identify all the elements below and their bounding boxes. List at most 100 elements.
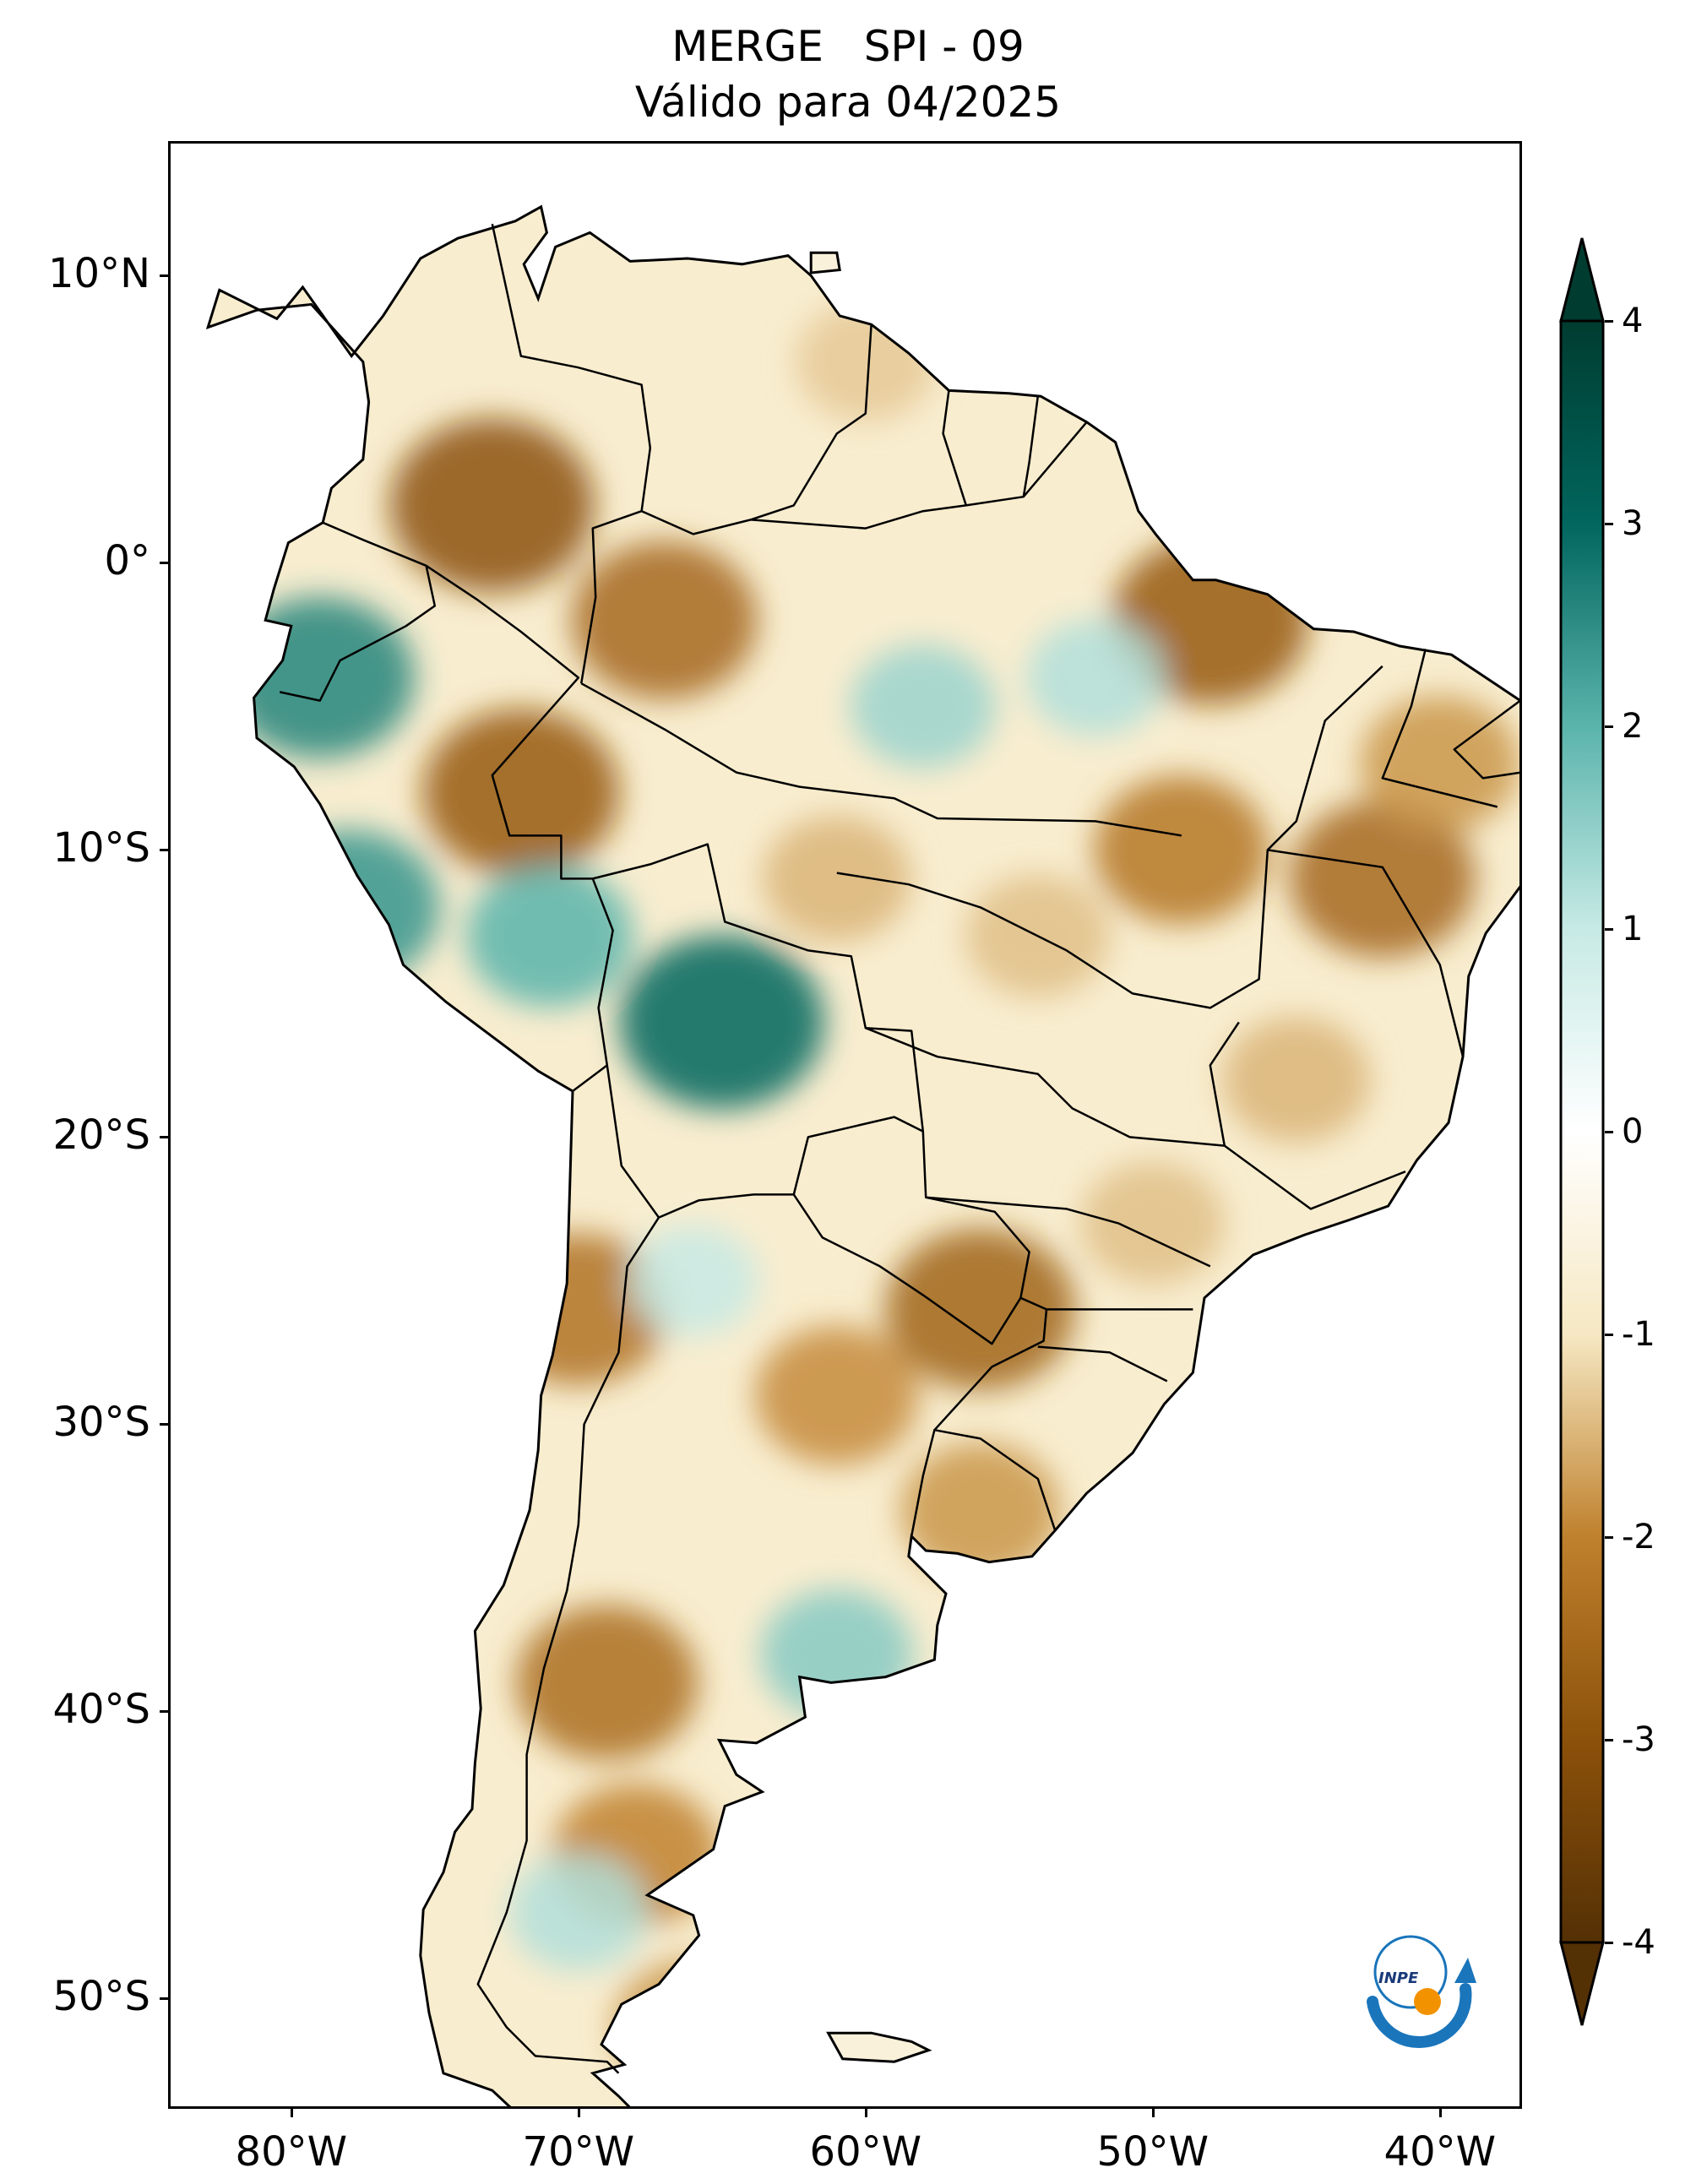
spi-anomaly-patch	[760, 1589, 913, 1719]
latitude-tick-label: 40°S	[52, 1686, 150, 1734]
spi-anomaly-patch	[1221, 1016, 1371, 1144]
latitude-tick	[160, 562, 168, 565]
colorbar-tick-label: 4	[1622, 302, 1644, 340]
country-borders	[279, 223, 1519, 2074]
latitude-tick	[160, 849, 168, 852]
colorbar-tick-label: -1	[1622, 1315, 1655, 1354]
colorbar-tick	[1605, 523, 1613, 525]
inpe-logo-arc	[1367, 1983, 1472, 2048]
longitude-tick	[290, 2109, 293, 2117]
country-border	[491, 223, 652, 684]
spi-anomaly-patch	[1360, 695, 1519, 832]
colorbar-tick-label: 0	[1622, 1112, 1644, 1151]
spi-anomaly-patch	[225, 597, 415, 758]
spi-anomaly-patch	[571, 541, 758, 699]
colorbar-tick	[1605, 928, 1613, 931]
spi-anomaly-patch	[465, 865, 633, 1008]
spi-anomaly-patch	[628, 1225, 758, 1336]
south-america-land	[205, 204, 1519, 2106]
spi-anomaly-patch	[389, 418, 595, 593]
latitude-tick	[160, 274, 168, 278]
inpe-logo-ring	[1373, 1935, 1448, 2009]
latitude-tick-label: 30°S	[52, 1399, 150, 1447]
country-border	[580, 682, 1182, 837]
colorbar-tick	[1605, 1334, 1613, 1336]
spi-anomaly-patch	[1094, 775, 1269, 925]
country-border	[910, 1428, 1057, 1537]
colorbar-tick	[1605, 1942, 1613, 1944]
colorbar-tick-label: -3	[1622, 1720, 1655, 1759]
colorbar-body	[1559, 319, 1605, 1944]
spi-anomaly-patch	[1026, 619, 1165, 736]
latitude-tick	[160, 1997, 168, 2001]
island	[826, 2031, 932, 2063]
latitude-tick-label: 20°S	[52, 1111, 150, 1160]
map-canvas: INPE	[205, 204, 1519, 2106]
country-border	[836, 665, 1383, 1009]
spi-anomaly-patch	[516, 1605, 699, 1761]
country-border	[1209, 1021, 1240, 1146]
colorbar-tick-label: 3	[1622, 504, 1644, 543]
latitude-tick	[160, 1136, 168, 1139]
latitude-tick-label: 10°N	[48, 250, 150, 298]
latitude-tick	[160, 1423, 168, 1426]
country-border	[942, 390, 967, 506]
colorbar-tick	[1605, 1739, 1613, 1741]
spi-anomaly-patch	[1080, 1161, 1226, 1285]
country-border	[750, 421, 1088, 530]
country-border	[933, 1296, 1048, 1432]
colorbar-tick	[1605, 725, 1613, 728]
spi-colorbar	[1559, 237, 1605, 2026]
longitude-tick-label: 60°W	[809, 2128, 922, 2176]
inpe-logo-dot	[1414, 1988, 1441, 2015]
longitude-tick-label: 40°W	[1383, 2128, 1497, 2176]
country-border	[1022, 396, 1040, 497]
country-border	[425, 564, 614, 1092]
longitude-tick-label: 80°W	[235, 2128, 348, 2176]
country-border	[926, 1196, 1211, 1268]
colorbar-tick	[1605, 1131, 1613, 1133]
latitude-tick-label: 10°S	[52, 824, 150, 872]
country-border	[865, 1027, 1406, 1210]
coastline	[205, 204, 1519, 2106]
inpe-logo: INPE	[1367, 1935, 1476, 2048]
map-title: MERGE SPI - 09	[671, 22, 1025, 71]
spi-anomaly-patch	[900, 1442, 1061, 1578]
spi-anomaly-patch	[509, 1854, 648, 1971]
spi-anomaly-patch	[258, 829, 440, 986]
country-border	[1381, 649, 1498, 808]
country-border	[1037, 1345, 1168, 1383]
colorbar-tick-label: -2	[1622, 1518, 1655, 1557]
spi-anomaly-patch	[422, 709, 620, 877]
country-border	[1453, 699, 1519, 780]
colorbar-tick-label: 1	[1622, 910, 1644, 948]
latitude-tick	[160, 1710, 168, 1714]
colorbar-tick	[1605, 320, 1613, 323]
spi-anomaly-patch	[619, 935, 824, 1110]
longitude-tick	[577, 2109, 580, 2117]
country-border	[1267, 849, 1465, 1057]
country-border	[279, 521, 437, 702]
spi-anomaly-patch	[613, 1959, 774, 2095]
colorbar-tick-label: -4	[1622, 1923, 1655, 1962]
spi-anomaly-patch	[762, 815, 911, 943]
latitude-tick-label: 50°S	[52, 1973, 150, 2021]
spi-anomaly-patch	[851, 644, 996, 769]
inpe-logo-arrow	[1454, 1958, 1476, 1983]
country-border	[792, 1131, 1030, 1345]
colorbar-extend-bottom	[1559, 1941, 1605, 2026]
inpe-logo-text: INPE	[1378, 1969, 1419, 1987]
map-frame: INPE	[168, 141, 1522, 2109]
longitude-tick	[1438, 2109, 1442, 2117]
longitude-tick-label: 70°W	[522, 2128, 635, 2176]
spi-anomaly-patch	[1289, 799, 1476, 958]
longitude-tick-label: 50°W	[1096, 2128, 1209, 2176]
colorbar-tick-label: 2	[1622, 707, 1644, 746]
latitude-tick-label: 0°	[104, 537, 150, 585]
longitude-tick	[864, 2109, 867, 2117]
country-border	[641, 324, 872, 535]
island	[809, 251, 841, 274]
country-border	[476, 1216, 660, 2074]
colorbar-extend-top	[1559, 237, 1605, 323]
longitude-tick	[1151, 2109, 1155, 2117]
